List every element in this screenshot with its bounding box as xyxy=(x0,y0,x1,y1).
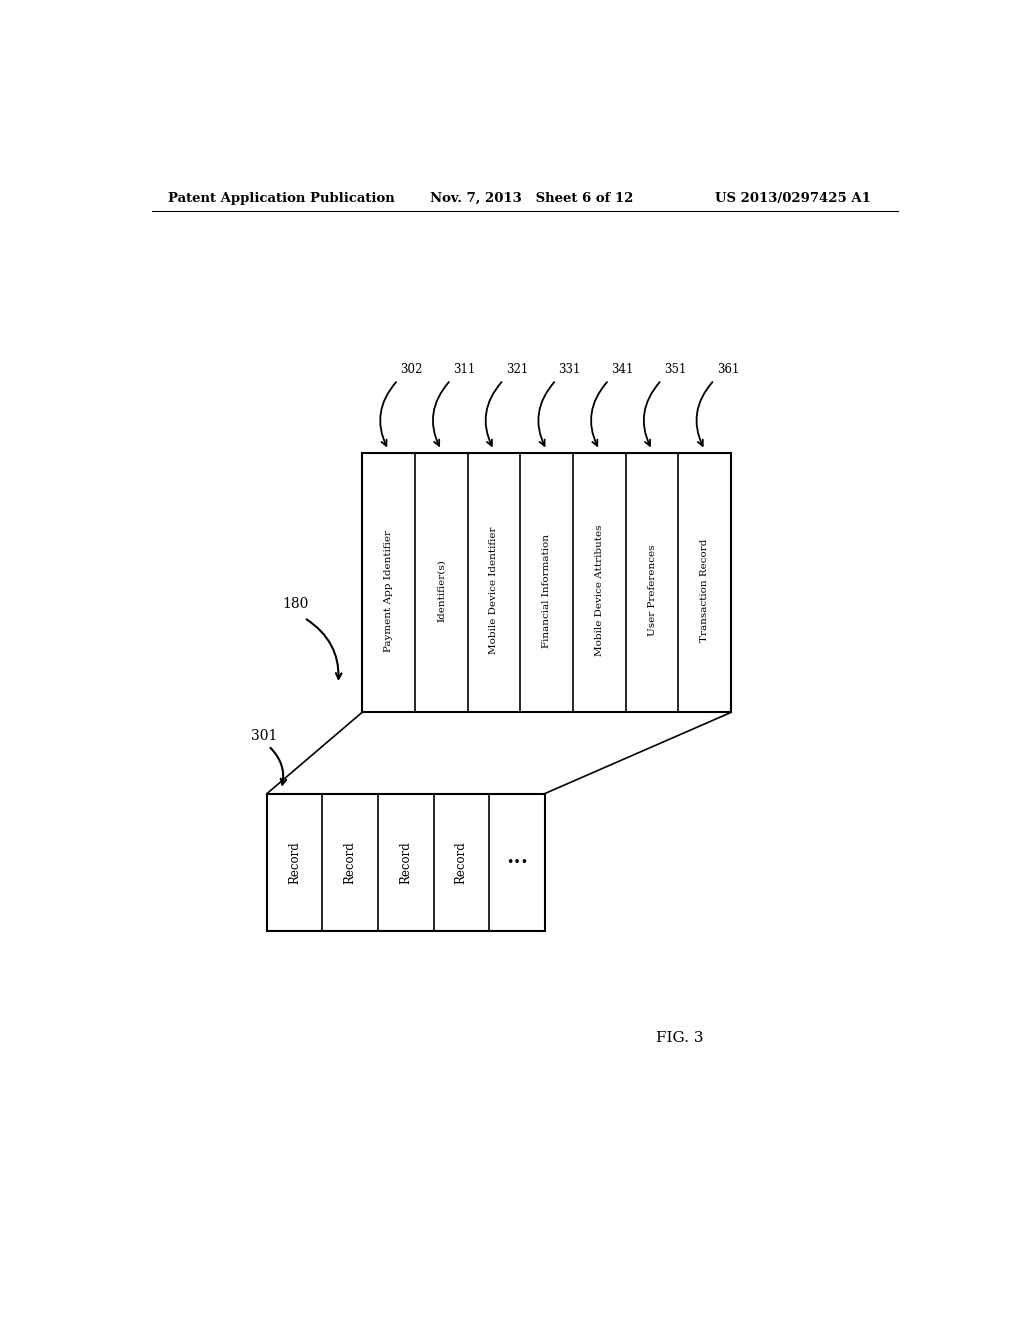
Text: 311: 311 xyxy=(453,363,475,376)
Text: •••: ••• xyxy=(506,855,528,869)
Text: 341: 341 xyxy=(611,363,634,376)
Text: 351: 351 xyxy=(664,363,686,376)
Text: 331: 331 xyxy=(558,363,581,376)
Text: User Preferences: User Preferences xyxy=(647,545,656,636)
Text: Transaction Record: Transaction Record xyxy=(700,539,710,643)
Text: Record: Record xyxy=(288,841,301,883)
Text: 302: 302 xyxy=(400,363,423,376)
Text: US 2013/0297425 A1: US 2013/0297425 A1 xyxy=(715,191,871,205)
Text: Mobile Device Attributes: Mobile Device Attributes xyxy=(595,525,604,656)
Text: Nov. 7, 2013   Sheet 6 of 12: Nov. 7, 2013 Sheet 6 of 12 xyxy=(430,191,633,205)
Text: Patent Application Publication: Patent Application Publication xyxy=(168,191,394,205)
Bar xyxy=(267,793,545,931)
Text: Payment App Identifier: Payment App Identifier xyxy=(384,529,393,652)
Text: FIG. 3: FIG. 3 xyxy=(655,1031,703,1044)
Text: 321: 321 xyxy=(506,363,528,376)
Text: 361: 361 xyxy=(717,363,739,376)
Text: Financial Information: Financial Information xyxy=(542,533,551,648)
Bar xyxy=(362,453,731,713)
Text: Record: Record xyxy=(455,841,468,883)
Text: 180: 180 xyxy=(283,597,309,611)
Text: 301: 301 xyxy=(251,729,278,743)
Text: Record: Record xyxy=(344,841,356,883)
Text: Record: Record xyxy=(399,841,413,883)
Text: Identifier(s): Identifier(s) xyxy=(436,560,445,622)
Text: Mobile Device Identifier: Mobile Device Identifier xyxy=(489,527,499,655)
